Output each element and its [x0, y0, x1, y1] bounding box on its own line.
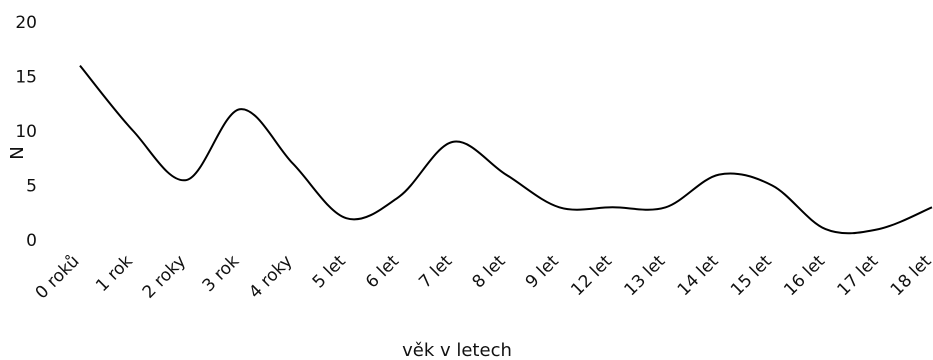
- y-axis-title: N: [7, 146, 28, 159]
- x-tick-label: 7 let: [415, 251, 456, 292]
- x-tick-label: 14 let: [674, 251, 723, 300]
- x-axis-ticks: 0 roků 1 rok 2 roky 3 rok 4 roky 5 let 6 let 7 …: [32, 251, 933, 303]
- x-tick-label: 17 let: [834, 251, 883, 300]
- x-tick-label: 1 rok: [92, 251, 137, 296]
- x-tick-label: 0 roků: [32, 251, 84, 303]
- x-tick-label: 18 let: [887, 251, 933, 300]
- x-tick-label: 12 let: [567, 251, 616, 300]
- y-tick-label: 10: [15, 122, 37, 142]
- y-tick-label: 0: [26, 231, 37, 251]
- x-tick-label: 2 roky: [139, 251, 190, 302]
- series-line: [79, 64, 933, 235]
- y-tick-label: 5: [26, 177, 37, 197]
- x-tick-label: 8 let: [468, 251, 509, 292]
- x-axis-title: věk v letech: [402, 340, 512, 360]
- y-tick-label: 20: [15, 13, 37, 33]
- y-axis-ticks: 0 5 10 15 20: [15, 13, 37, 251]
- y-tick-label: 15: [15, 68, 37, 88]
- x-tick-label: 9 let: [522, 251, 563, 292]
- x-tick-label: 15 let: [727, 251, 776, 300]
- x-tick-label: 16 let: [780, 251, 829, 300]
- x-tick-label: 6 let: [362, 251, 403, 292]
- x-tick-label: 13 let: [621, 251, 670, 300]
- x-tick-label: 5 let: [309, 251, 350, 292]
- x-tick-label: 3 rok: [199, 251, 244, 296]
- x-tick-label: 4 roky: [245, 251, 296, 302]
